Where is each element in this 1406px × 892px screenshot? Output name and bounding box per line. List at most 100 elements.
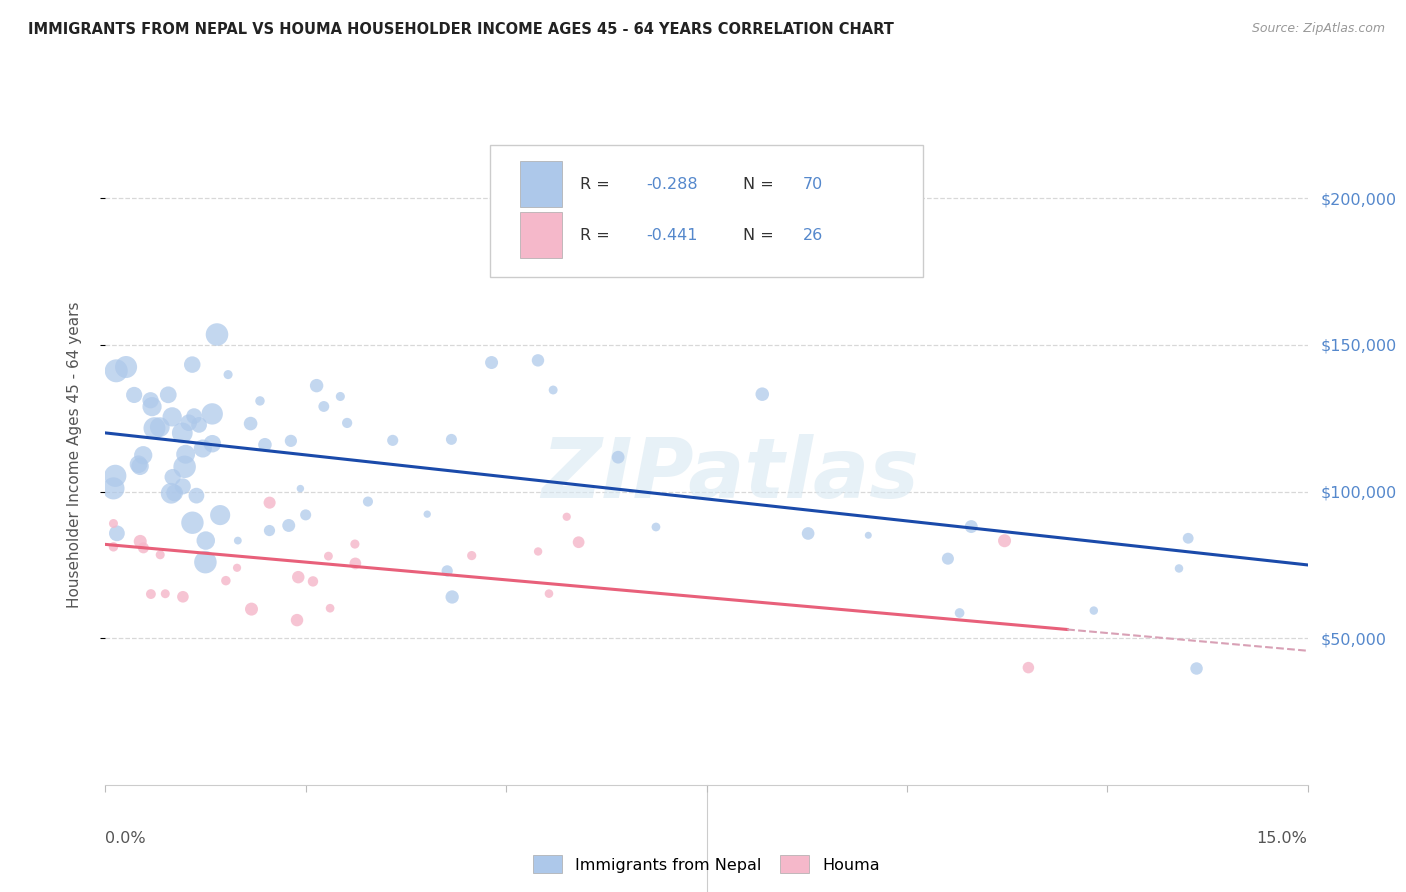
Point (568, 535, 591, 549)
Point (177, 416, 200, 430)
Legend: Immigrants from Nepal, Houma: Immigrants from Nepal, Houma (527, 849, 886, 880)
Point (277, 518, 299, 533)
Point (481, 355, 503, 369)
Point (993, 533, 1015, 548)
Point (132, 541, 155, 555)
Point (162, 470, 184, 484)
Point (527, 353, 550, 368)
Point (141, 400, 163, 414)
Point (249, 393, 271, 408)
Point (217, 368, 239, 382)
Point (194, 555, 217, 569)
Point (139, 393, 162, 408)
FancyBboxPatch shape (520, 212, 562, 258)
Point (287, 570, 309, 584)
Point (344, 557, 367, 571)
Point (294, 508, 316, 522)
Point (160, 486, 183, 500)
Point (172, 425, 194, 440)
Text: -0.441: -0.441 (647, 227, 697, 243)
FancyBboxPatch shape (520, 161, 562, 208)
Point (441, 590, 464, 604)
Y-axis label: Householder Income Ages 45 - 64 years: Householder Income Ages 45 - 64 years (67, 301, 82, 608)
Point (129, 459, 152, 474)
Point (149, 420, 172, 434)
FancyBboxPatch shape (491, 145, 922, 277)
Point (751, 387, 773, 401)
Point (160, 409, 183, 424)
Text: N =: N = (742, 227, 779, 243)
Point (172, 479, 194, 493)
Point (460, 549, 482, 563)
Point (239, 417, 262, 431)
Point (290, 482, 312, 496)
Point (149, 548, 172, 562)
Point (183, 409, 205, 423)
Point (343, 537, 366, 551)
Point (541, 383, 564, 397)
Text: -0.288: -0.288 (647, 177, 697, 192)
Point (201, 407, 224, 421)
Text: R =: R = (581, 177, 616, 192)
Point (357, 494, 380, 508)
Point (1017, 660, 1039, 674)
Point (645, 520, 668, 534)
Text: R =: R = (581, 227, 616, 243)
Point (440, 433, 463, 447)
Point (280, 434, 302, 448)
Point (936, 551, 959, 566)
Point (329, 389, 352, 403)
Point (226, 533, 249, 548)
Point (436, 564, 458, 578)
Point (537, 587, 560, 601)
Text: 26: 26 (803, 227, 823, 243)
Text: IMMIGRANTS FROM NEPAL VS HOUMA HOUSEHOLDER INCOME AGES 45 - 64 YEARS CORRELATION: IMMIGRANTS FROM NEPAL VS HOUMA HOUSEHOLD… (28, 22, 894, 37)
Text: ZIPatlas: ZIPatlas (541, 434, 920, 516)
Point (555, 509, 578, 524)
Point (105, 364, 128, 378)
Point (381, 434, 404, 448)
Point (105, 526, 128, 541)
Point (129, 534, 152, 549)
Point (259, 496, 281, 510)
Point (253, 438, 276, 452)
Point (240, 602, 263, 616)
Point (186, 489, 208, 503)
Point (181, 358, 204, 372)
Point (1083, 603, 1105, 617)
Point (201, 436, 224, 450)
Point (103, 516, 125, 531)
Point (132, 448, 155, 462)
Point (319, 601, 342, 615)
Point (172, 590, 194, 604)
Point (948, 606, 970, 620)
Point (312, 400, 335, 414)
Point (1185, 661, 1208, 675)
Point (115, 359, 138, 374)
Text: Source: ZipAtlas.com: Source: ZipAtlas.com (1251, 22, 1385, 36)
Point (163, 486, 186, 500)
Point (1168, 561, 1191, 575)
Point (174, 447, 197, 461)
Text: 15.0%: 15.0% (1257, 831, 1308, 847)
Point (173, 459, 195, 474)
Text: N =: N = (742, 177, 779, 192)
Point (103, 482, 125, 496)
Point (302, 574, 325, 589)
Point (194, 533, 217, 548)
Point (104, 468, 127, 483)
Point (527, 544, 550, 558)
Point (858, 528, 880, 542)
Point (155, 587, 177, 601)
Point (960, 519, 983, 533)
Point (103, 540, 125, 554)
Text: 70: 70 (803, 177, 823, 192)
Point (318, 549, 340, 563)
Point (143, 421, 166, 435)
Point (259, 524, 281, 538)
Point (191, 442, 214, 456)
Point (226, 561, 249, 575)
Point (128, 457, 150, 471)
Point (607, 450, 630, 465)
Point (305, 378, 328, 392)
